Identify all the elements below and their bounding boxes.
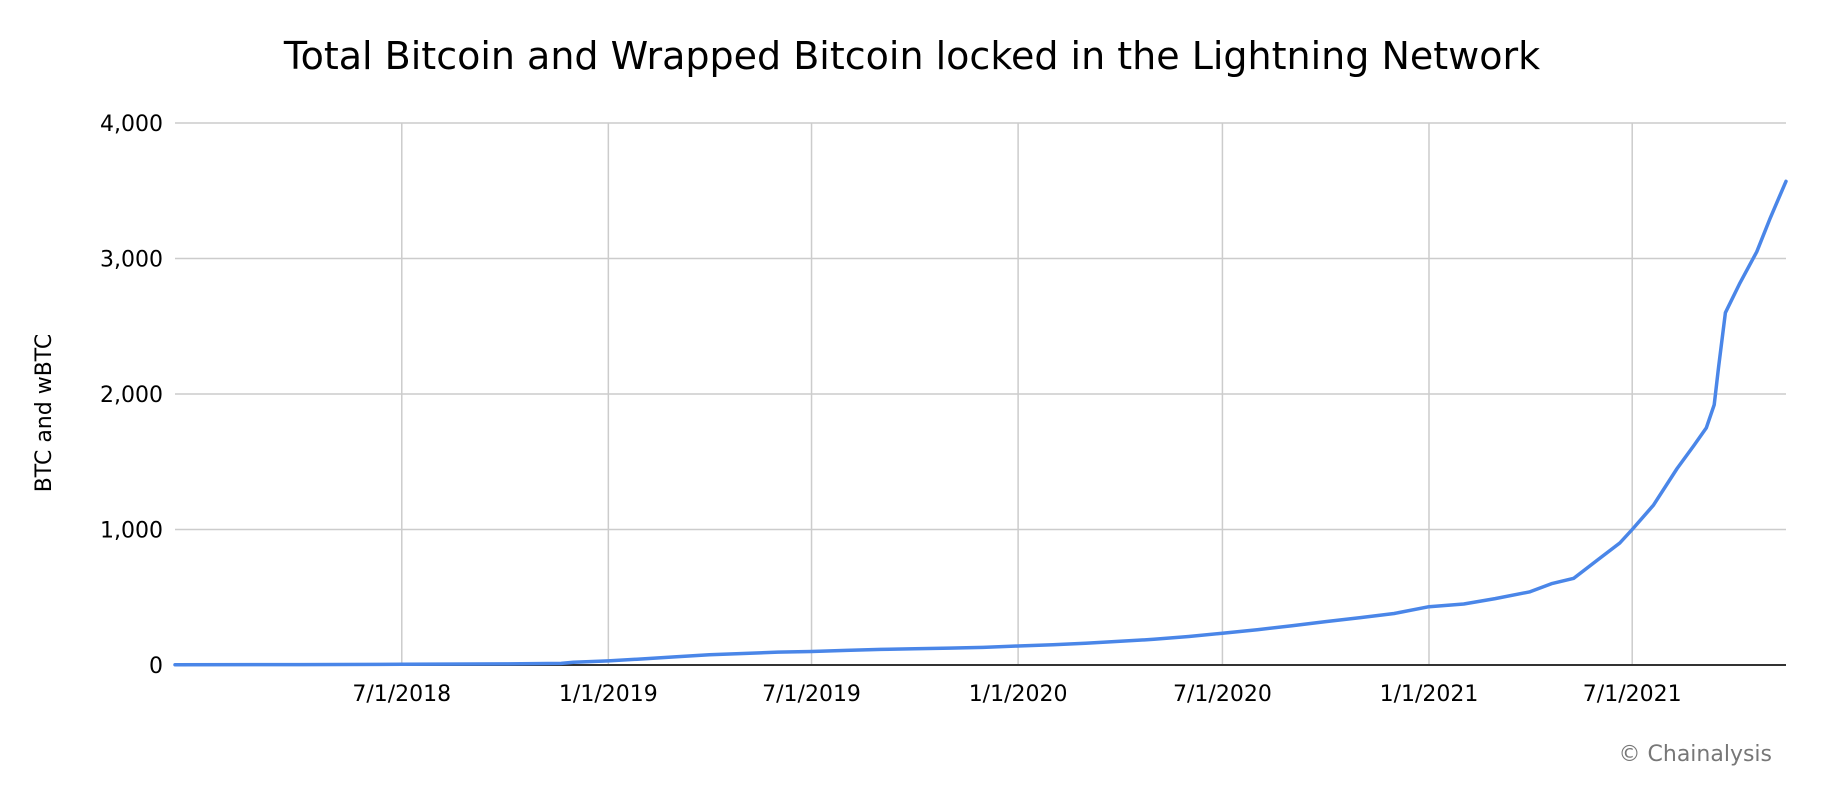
x-tick-label: 1/1/2019 [559, 682, 658, 707]
x-tick-label: 7/1/2018 [352, 682, 451, 707]
x-tick-label: 1/1/2020 [969, 682, 1068, 707]
x-tick-labels: 7/1/2018 1/1/2019 7/1/2019 1/1/2020 7/1/2020… [352, 682, 1681, 707]
gridlines [175, 122, 1786, 665]
y-tick-label: 2,000 [100, 383, 163, 408]
y-tick-label: 4,000 [100, 112, 163, 137]
x-tick-label: 7/1/2019 [762, 682, 861, 707]
x-tick-label: 7/1/2020 [1173, 682, 1272, 707]
credit-watermark: © Chainalysis [1618, 742, 1772, 767]
chart-title: Total Bitcoin and Wrapped Bitcoin locked… [283, 34, 1541, 78]
series-line [173, 179, 1788, 667]
y-tick-label: 0 [149, 654, 163, 679]
y-tick-labels: 0 1,000 2,000 3,000 4,000 [100, 112, 163, 679]
x-tick-label: 1/1/2021 [1380, 682, 1479, 707]
x-tick-label: 7/1/2021 [1583, 682, 1682, 707]
y-tick-label: 3,000 [100, 248, 163, 273]
y-axis-title: BTC and wBTC [32, 334, 57, 493]
y-tick-label: 1,000 [100, 519, 163, 544]
